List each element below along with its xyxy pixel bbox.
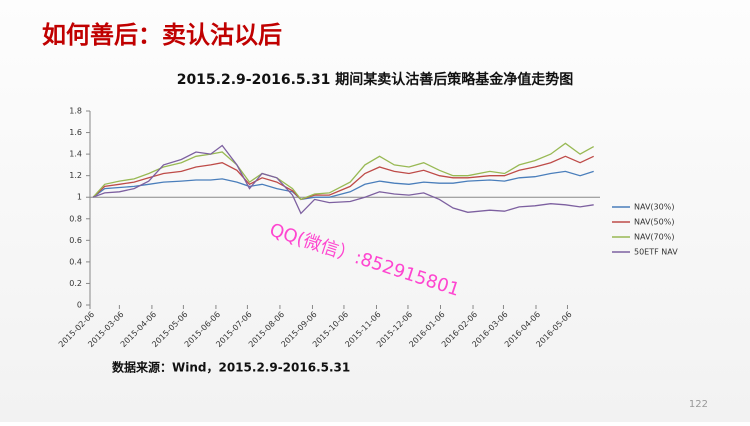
page-number: 122	[689, 399, 708, 410]
y-tick-label: 0.2	[69, 279, 82, 288]
chart-title: 2015.2.9-2016.5.31 期间某卖认沽善后策略基金净值走势图	[177, 71, 574, 88]
slide-title: 如何善后：卖认沽以后	[42, 21, 282, 49]
series-line	[92, 155, 594, 201]
y-tick-label: 0.8	[69, 214, 82, 223]
watermark: QQ(微信）:852915801	[267, 220, 462, 301]
plot: 00.20.40.60.811.21.41.61.82015-02-062015…	[57, 107, 678, 350]
legend-label: NAV(50%)	[634, 218, 674, 227]
y-tick-label: 1.4	[69, 150, 82, 159]
y-tick-label: 1.6	[69, 128, 82, 137]
source: 数据来源：Wind，2015.2.9-2016.5.31	[112, 360, 350, 375]
y-tick-label: 1	[77, 193, 82, 202]
y-tick-label: 0.4	[69, 257, 82, 266]
series-line	[92, 170, 594, 201]
y-tick-label: 1.2	[69, 171, 82, 180]
y-tick-label: 0	[77, 301, 82, 310]
legend-label: NAV(30%)	[634, 203, 674, 212]
y-tick-label: 0.6	[69, 236, 82, 245]
legend-label: NAV(70%)	[634, 233, 674, 242]
legend-label: 50ETF NAV	[634, 248, 678, 257]
series-line	[92, 142, 595, 201]
y-tick-label: 1.8	[69, 107, 82, 116]
series-line	[92, 144, 594, 215]
